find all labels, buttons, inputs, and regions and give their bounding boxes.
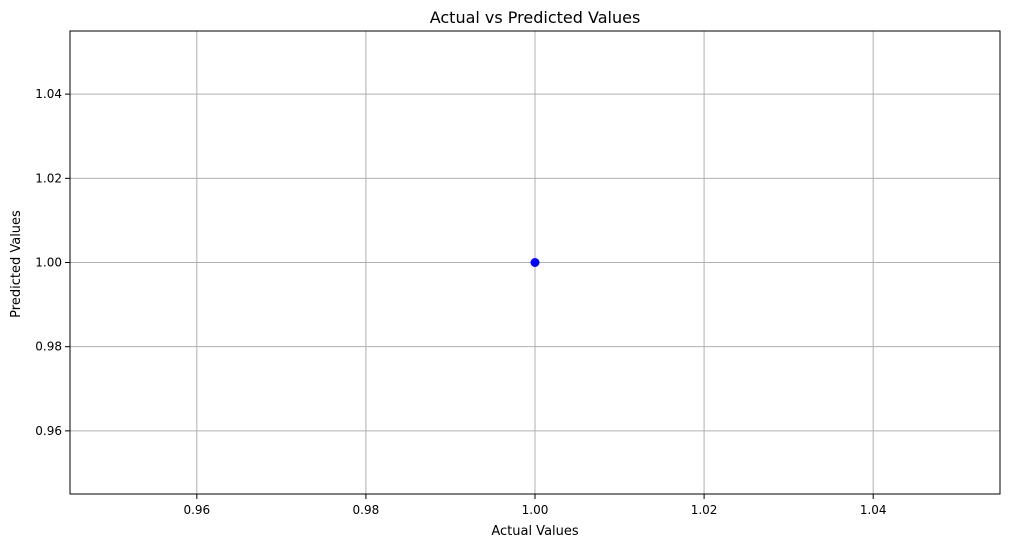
data-points bbox=[530, 258, 540, 267]
y-tick-label: 1.00 bbox=[35, 256, 62, 270]
x-tick-label: 0.96 bbox=[183, 503, 210, 517]
x-axis-label: Actual Values bbox=[491, 524, 579, 539]
axis-ticks: 0.96 0.98 1.00 1.02 1.04 0.96 0.98 1.00 1.02 1.04 bbox=[35, 87, 886, 517]
grid bbox=[70, 31, 1000, 494]
chart-title: Actual vs Predicted Values bbox=[430, 8, 641, 27]
y-tick-label: 0.98 bbox=[35, 340, 62, 354]
data-point bbox=[530, 258, 540, 267]
plot-frame bbox=[69, 30, 1001, 495]
x-tick-label: 1.04 bbox=[860, 503, 887, 517]
x-tick-label: 1.00 bbox=[522, 503, 549, 517]
y-tick-label: 1.02 bbox=[35, 171, 62, 185]
x-tick-label: 0.98 bbox=[353, 503, 380, 517]
y-axis-label: Predicted Values bbox=[9, 210, 24, 318]
y-tick-label: 1.04 bbox=[35, 87, 62, 101]
y-tick-label: 0.96 bbox=[35, 424, 62, 438]
x-tick-label: 1.02 bbox=[691, 503, 718, 517]
